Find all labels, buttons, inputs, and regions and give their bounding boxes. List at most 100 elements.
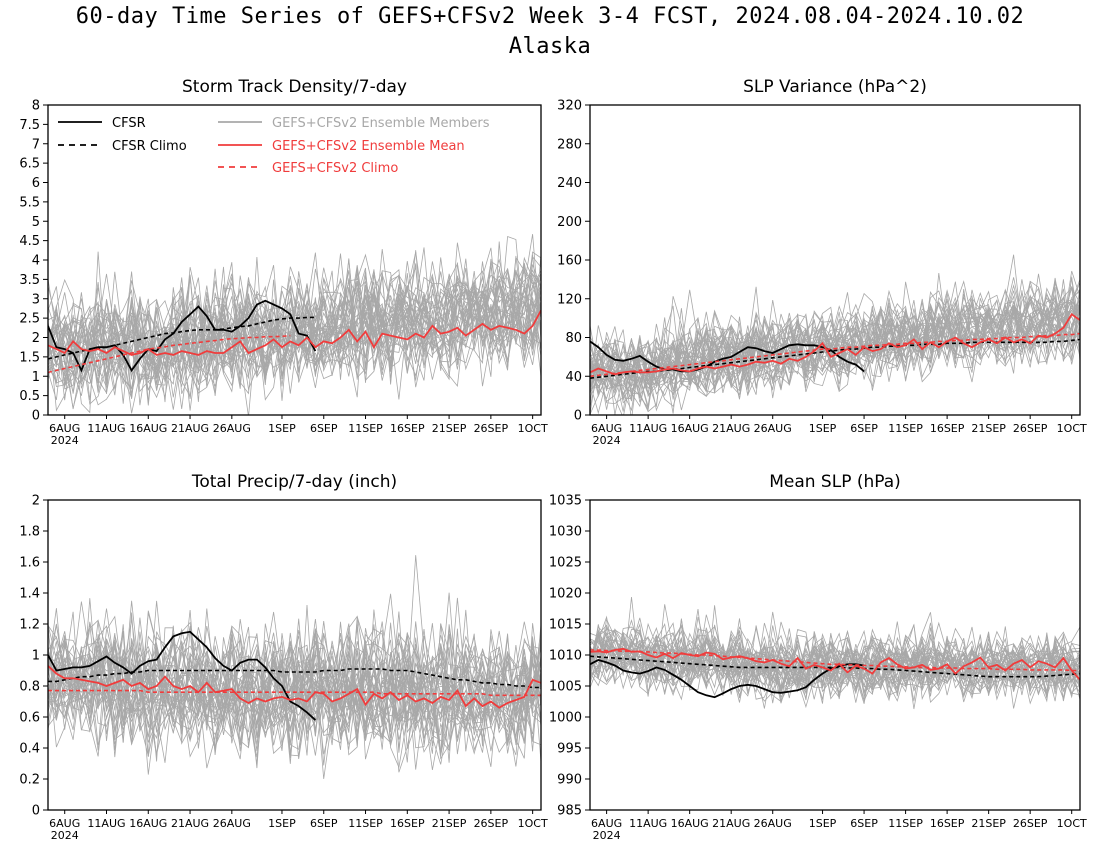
ensemble-member-line — [48, 621, 541, 755]
y-tick-label: 3.5 — [19, 273, 40, 288]
ensemble-member-line — [590, 289, 1080, 415]
ensemble-member-line — [590, 288, 1080, 410]
ensemble-member-line — [590, 626, 1080, 703]
y-tick-label: 5.5 — [19, 195, 40, 210]
y-tick-label: 6.5 — [19, 157, 40, 172]
x-tick-label: 16SEP — [390, 817, 425, 830]
x-tick-label: 16AUG — [671, 817, 709, 830]
plot-area — [48, 234, 541, 415]
y-tick-label: 0.6 — [19, 711, 40, 726]
x-tick-label: 26SEP — [1013, 817, 1048, 830]
x-tick-label: 11SEP — [888, 422, 923, 435]
x-tick-label: 26AUG — [754, 817, 792, 830]
gefs-cfsv2-climo-line — [590, 649, 1080, 672]
ensemble-member-line — [590, 277, 1080, 400]
y-tick-label: 1 — [32, 370, 40, 385]
ensemble-member-line — [590, 279, 1080, 407]
ensemble-member-line — [590, 623, 1080, 693]
x-tick-label: 26AUG — [213, 817, 251, 830]
ensemble-member-line — [48, 593, 541, 747]
y-tick-label: 995 — [557, 742, 582, 757]
ensemble-member-line — [590, 281, 1080, 407]
legend-label: GEFS+CFSv2 Climo — [272, 161, 398, 176]
ensemble-member-line — [590, 276, 1080, 403]
chart-panel: Mean SLP (hPa) 985 990 995 1000 1005 1010 1015 1… — [549, 472, 1087, 842]
figure-region: Alaska — [508, 34, 592, 59]
gefs-cfsv2-ensemble-mean-line — [590, 647, 1080, 681]
ensemble-member-line — [48, 253, 541, 411]
x-tick-label: 1SEP — [268, 817, 296, 830]
ensemble-member-line — [48, 608, 541, 760]
ensemble-member-line — [590, 626, 1080, 700]
ensemble-member-line — [590, 628, 1080, 702]
y-tick-label: 320 — [557, 99, 582, 114]
ensemble-member-line — [48, 622, 541, 769]
y-tick-label: 990 — [557, 773, 582, 788]
y-tick-label: 985 — [557, 804, 582, 819]
y-tick-label: 80 — [565, 331, 582, 346]
y-tick-label: 6 — [32, 176, 40, 191]
y-tick-label: 4 — [32, 254, 40, 269]
ensemble-member-line — [48, 274, 541, 399]
y-tick-label: 8 — [32, 99, 40, 114]
x-tick-label: 1OCT — [1057, 422, 1087, 435]
panel-title: Storm Track Density/7-day — [182, 77, 407, 97]
x-tick-label: 16SEP — [930, 817, 965, 830]
x-year-label: 2024 — [593, 829, 621, 842]
x-tick-label: 11AUG — [87, 422, 125, 435]
legend: CFSR CFSR Climo GEFS+CFSv2 Ensemble Member… — [58, 116, 490, 176]
x-tick-label: 11AUG — [629, 817, 667, 830]
ensemble-member-line — [590, 617, 1080, 702]
y-tick-label: 0.8 — [19, 680, 40, 695]
ensemble-member-line — [48, 260, 541, 405]
y-tick-label: 0.4 — [19, 742, 40, 757]
x-tick-label: 16SEP — [930, 422, 965, 435]
plot-area — [590, 254, 1080, 415]
x-tick-label: 26SEP — [474, 817, 509, 830]
ensemble-member-line — [48, 271, 541, 401]
x-tick-label: 11AUG — [87, 817, 125, 830]
ensemble-member-line — [590, 605, 1080, 698]
y-tick-label: 1.6 — [19, 556, 40, 571]
cfsr-climo-line — [590, 338, 1080, 379]
cfsr-line — [590, 659, 865, 699]
x-tick-label: 21AUG — [712, 817, 750, 830]
y-tick-label: 1.4 — [19, 587, 40, 602]
x-tick-label: 16AUG — [129, 422, 167, 435]
ensemble-member-line — [48, 262, 541, 386]
ensemble-member-line — [48, 247, 541, 383]
legend-label: GEFS+CFSv2 Ensemble Mean — [272, 139, 465, 154]
ensemble-member-line — [48, 629, 541, 779]
panel-title: Mean SLP (hPa) — [769, 472, 901, 492]
gefs-cfsv2-climo-line — [48, 689, 541, 697]
chart-panel: SLP Variance (hPa^2) 0 40 80 120 160 200 240 280… — [557, 77, 1087, 447]
y-tick-label: 1015 — [549, 618, 582, 633]
x-tick-label: 1SEP — [809, 817, 837, 830]
ensemble-member-line — [48, 262, 541, 395]
ensemble-member-line — [590, 619, 1080, 695]
x-tick-label: 1SEP — [268, 422, 296, 435]
y-tick-label: 2 — [32, 331, 40, 346]
y-tick-label: 0 — [32, 409, 40, 424]
y-tick-label: 3 — [32, 292, 40, 307]
x-tick-label: 11SEP — [348, 817, 383, 830]
x-year-label: 2024 — [51, 829, 79, 842]
y-tick-label: 2.5 — [19, 312, 40, 327]
ensemble-member-line — [48, 629, 541, 770]
x-tick-label: 6AUG — [591, 817, 622, 830]
x-tick-label: 21AUG — [712, 422, 750, 435]
y-tick-label: 1020 — [549, 587, 582, 602]
y-tick-label: 1025 — [549, 556, 582, 571]
y-tick-label: 40 — [565, 370, 582, 385]
x-tick-label: 16AUG — [671, 422, 709, 435]
chart-panel: Total Precip/7-day (inch)00.20.40.60.811… — [19, 472, 548, 842]
panel-title: SLP Variance (hPa^2) — [743, 77, 927, 97]
x-tick-label: 11SEP — [888, 817, 923, 830]
x-tick-label: 1OCT — [518, 422, 548, 435]
y-tick-label: 1000 — [549, 711, 582, 726]
x-year-label: 2024 — [51, 434, 79, 447]
x-tick-label: 16SEP — [390, 422, 425, 435]
x-tick-label: 1OCT — [1057, 817, 1087, 830]
x-tick-label: 6SEP — [850, 817, 878, 830]
